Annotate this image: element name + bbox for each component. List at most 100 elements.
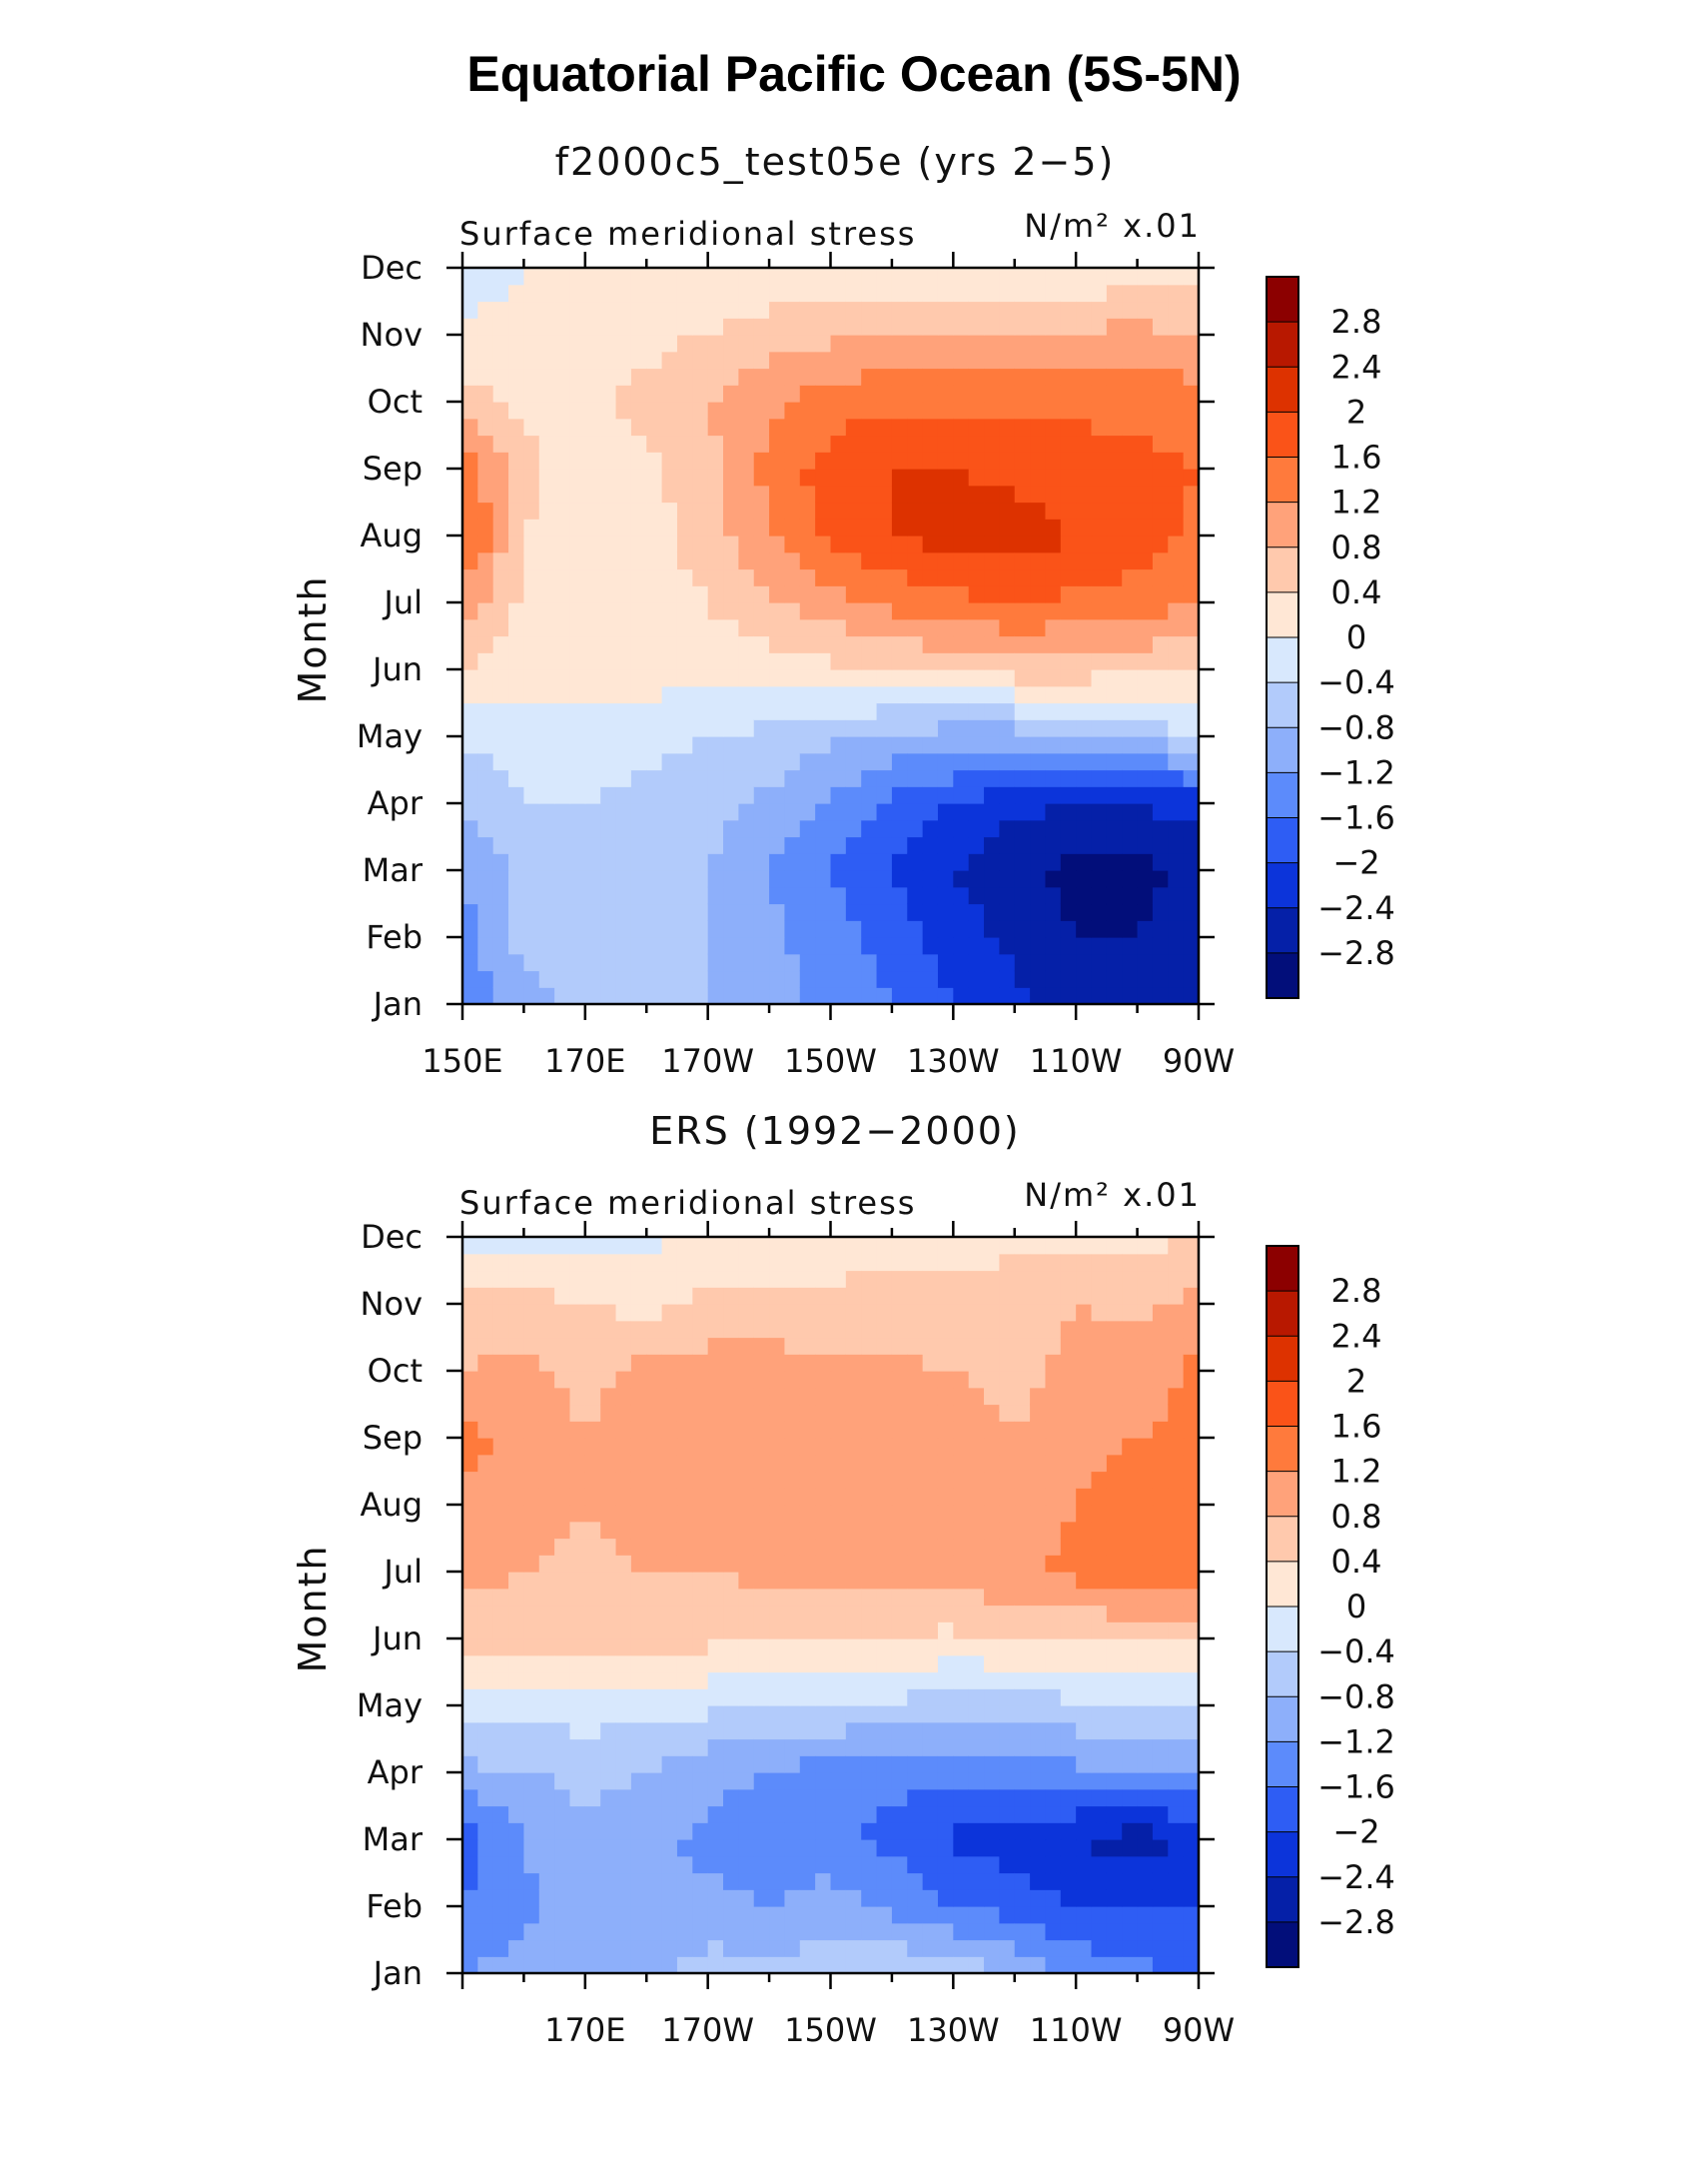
heatmap-cell (937, 1371, 954, 1389)
heatmap-cell (815, 335, 832, 353)
heatmap-cell (477, 937, 494, 955)
heatmap-cell (646, 368, 663, 386)
heatmap-cell (508, 1622, 525, 1639)
heatmap-cell (1152, 1906, 1169, 1924)
heatmap-cell (1168, 652, 1185, 670)
heatmap-cell (891, 1287, 908, 1305)
heatmap-cell (784, 1320, 801, 1339)
heatmap-cell (753, 920, 770, 938)
colorbar-swatch (1267, 591, 1298, 638)
heatmap-cell (1183, 953, 1200, 972)
heatmap-cell (1076, 1622, 1093, 1639)
heatmap-cell (492, 1822, 509, 1840)
heatmap-cell (784, 1605, 801, 1622)
heatmap-cell (462, 536, 478, 553)
heatmap-cell (999, 502, 1016, 520)
heatmap-cell (630, 502, 647, 520)
heatmap-cell (1122, 769, 1139, 787)
heatmap-cell (984, 1404, 1000, 1422)
heatmap-cell (1060, 886, 1077, 905)
heatmap-cell (784, 1337, 801, 1355)
heatmap-cell (477, 819, 494, 838)
heatmap-cell (707, 769, 724, 787)
heatmap-cell (600, 970, 617, 988)
heatmap-cell (630, 368, 647, 386)
heatmap-cell (769, 1956, 786, 1974)
heatmap-cell (830, 752, 847, 771)
heatmap-cell (1183, 1822, 1200, 1840)
heatmap-cell (784, 853, 801, 871)
heatmap-cell (753, 1755, 770, 1773)
heatmap-cell (845, 1337, 862, 1355)
heatmap-cell (999, 1671, 1016, 1689)
heatmap-cell (1014, 1688, 1031, 1706)
heatmap-cell (676, 1688, 693, 1706)
heatmap-cell (861, 685, 878, 704)
heatmap-cell (1137, 1505, 1154, 1523)
heatmap-cell (554, 1622, 571, 1639)
heatmap-cell (815, 502, 832, 520)
heatmap-cell (937, 368, 954, 386)
heatmap-cell (1060, 1421, 1077, 1439)
heatmap-cell (646, 536, 663, 553)
heatmap-cell (523, 903, 540, 921)
heatmap-cell (1152, 1956, 1169, 1974)
heatmap-cell (769, 585, 786, 603)
heatmap-cell (845, 1622, 862, 1639)
heatmap-cell (1030, 1788, 1047, 1807)
heatmap-cell (907, 752, 924, 771)
heatmap-cell (1045, 736, 1062, 754)
heatmap-cell (477, 1688, 494, 1706)
heatmap-cell (462, 1270, 478, 1288)
heatmap-cell (953, 1705, 970, 1723)
heatmap-cell (953, 1855, 970, 1874)
heatmap-cell (968, 1772, 985, 1790)
heatmap-cell (922, 1471, 939, 1489)
heatmap-cell (799, 1421, 816, 1439)
heatmap-cell (492, 719, 509, 737)
heatmap-cell (600, 1755, 617, 1773)
heatmap-cell (723, 568, 739, 586)
heatmap-cell (1106, 1253, 1123, 1272)
heatmap-cell (508, 635, 525, 653)
heatmap-cell (1122, 970, 1139, 988)
heatmap-cell (630, 1839, 647, 1857)
heatmap-cell (492, 1788, 509, 1807)
heatmap-cell (738, 1822, 755, 1840)
heatmap-cell (922, 953, 939, 972)
heatmap-cell (569, 268, 586, 286)
heatmap-cell (600, 602, 617, 620)
heatmap-cell (492, 1237, 509, 1255)
heatmap-cell (953, 585, 970, 603)
heatmap-cell (723, 819, 739, 838)
heatmap-cell (784, 1788, 801, 1807)
heatmap-cell (815, 385, 832, 403)
heatmap-cell (753, 284, 770, 303)
heatmap-cell (922, 485, 939, 504)
heatmap-cell (753, 669, 770, 687)
heatmap-cell (984, 819, 1000, 838)
heatmap-cell (676, 1471, 693, 1489)
heatmap-cell (953, 1471, 970, 1489)
heatmap-cell (523, 1421, 540, 1439)
heatmap-cell (876, 1622, 893, 1639)
heatmap-cell (784, 1521, 801, 1540)
heatmap-cell (984, 886, 1000, 905)
heatmap-cell (784, 1738, 801, 1756)
heatmap-cell (492, 1572, 509, 1590)
heatmap-cell (676, 1253, 693, 1272)
heatmap-cell (799, 1755, 816, 1773)
heatmap-cell (1152, 284, 1169, 303)
heatmap-cell (538, 1588, 555, 1607)
heatmap-cell (830, 1471, 847, 1489)
heatmap-cell (1122, 819, 1139, 838)
heatmap-cell (676, 970, 693, 988)
heatmap-cell (538, 920, 555, 938)
heatmap-cell (1168, 536, 1185, 553)
heatmap-cell (723, 702, 739, 720)
heatmap-cell (646, 1705, 663, 1723)
heatmap-cell (922, 1270, 939, 1288)
heatmap-cell (891, 1354, 908, 1372)
heatmap-cell (523, 1521, 540, 1540)
heatmap-cell (630, 1572, 647, 1590)
